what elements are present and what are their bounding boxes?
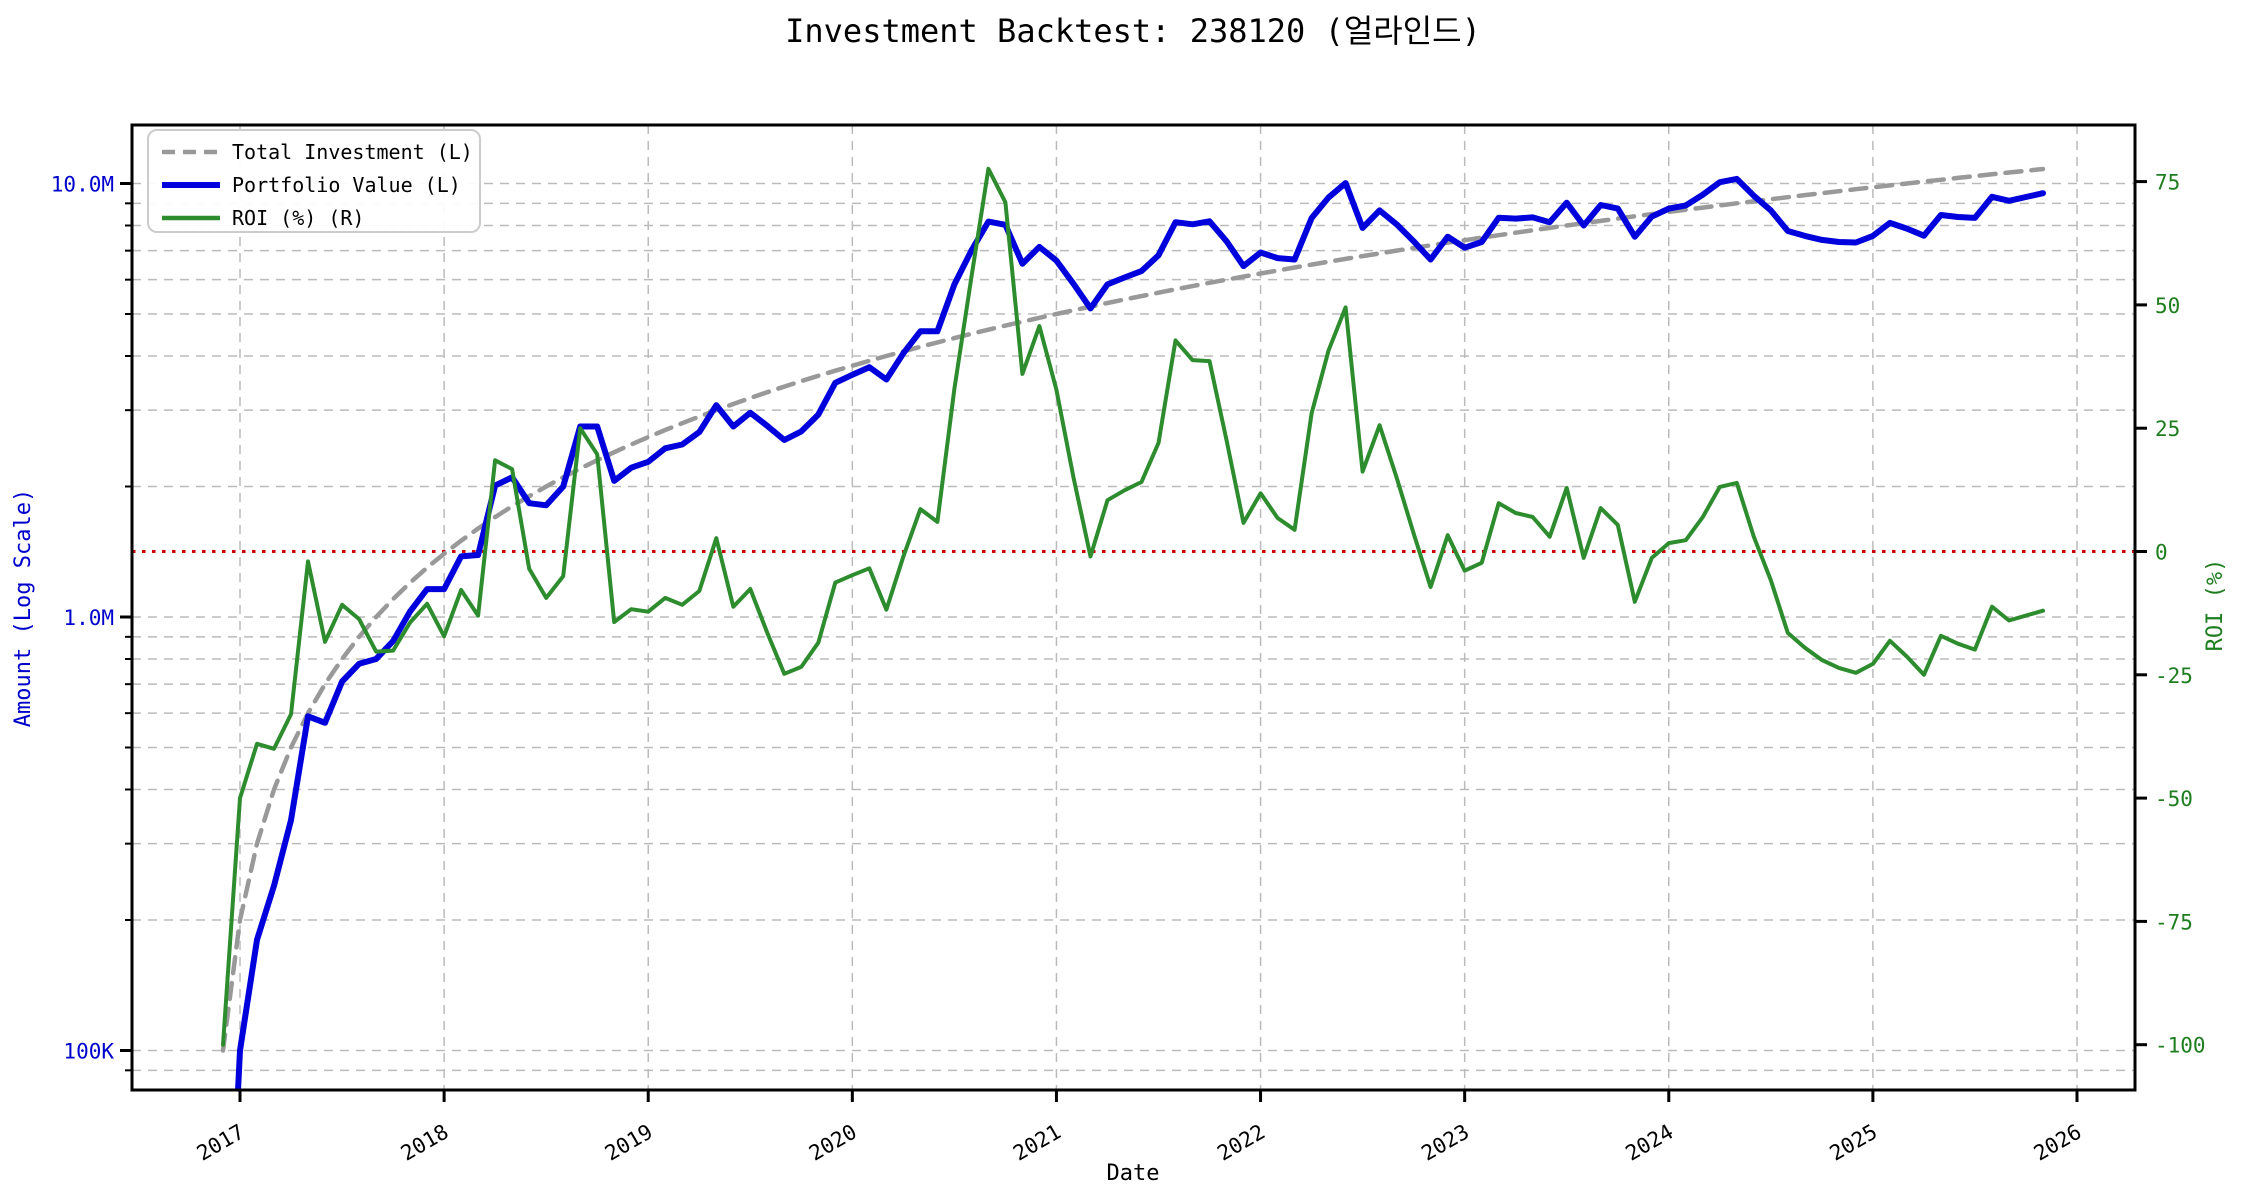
x-tick-label-2024: 2024 bbox=[1621, 1120, 1677, 1166]
x-tick-label-2019: 2019 bbox=[601, 1120, 657, 1166]
x-tick-label-2022: 2022 bbox=[1213, 1120, 1269, 1166]
x-tick-label-2017: 2017 bbox=[193, 1120, 249, 1166]
x-tick-label-2025: 2025 bbox=[1826, 1120, 1882, 1166]
y-right-tick-label--50: -50 bbox=[2155, 787, 2193, 811]
y-right-tick-label--100: -100 bbox=[2155, 1034, 2206, 1058]
portfolio-value-line bbox=[235, 175, 2046, 1090]
data-series bbox=[220, 166, 2046, 1090]
x-tick-label-2023: 2023 bbox=[1417, 1120, 1473, 1166]
x-tick-label-2018: 2018 bbox=[397, 1120, 453, 1166]
x-tick-label-2021: 2021 bbox=[1009, 1120, 1065, 1166]
y-right-tick-label-0: 0 bbox=[2155, 541, 2168, 565]
legend-label-total-investment: Total Investment (L) bbox=[232, 140, 473, 164]
plot-border bbox=[130, 123, 2137, 1092]
total-investment-line bbox=[220, 166, 2046, 1053]
roi-line bbox=[221, 166, 2045, 1047]
axis-ticks: 2017 2018 2019 2020 2021 2022 2023 2024 2025 2026… bbox=[51, 171, 2206, 1166]
y-right-tick-label--75: -75 bbox=[2155, 910, 2193, 934]
x-tick-label-2020: 2020 bbox=[805, 1120, 861, 1166]
y-left-tick-label-100K: 100K bbox=[63, 1040, 114, 1064]
legend-label-roi: ROI (%) (R) bbox=[232, 206, 364, 230]
chart-title: Investment Backtest: 238120 (얼라인드) bbox=[785, 12, 1481, 50]
legend-label-portfolio-value: Portfolio Value (L) bbox=[232, 173, 461, 197]
y-right-tick-label-50: 50 bbox=[2155, 294, 2180, 318]
y-right-tick-label--25: -25 bbox=[2155, 664, 2193, 688]
left-axis-title: Amount (Log Scale) bbox=[11, 489, 36, 727]
legend-box bbox=[147, 129, 481, 233]
legend: Total Investment (L) Portfolio Value (L)… bbox=[147, 129, 481, 233]
y-right-tick-label-25: 25 bbox=[2155, 417, 2180, 441]
gridlines bbox=[132, 125, 2135, 1090]
y-left-tick-label-1.0M: 1.0M bbox=[63, 606, 114, 630]
x-tick-label-2026: 2026 bbox=[2030, 1120, 2086, 1166]
y-right-tick-label-75: 75 bbox=[2155, 171, 2180, 195]
y-left-tick-label-10.0M: 10.0M bbox=[51, 173, 114, 197]
x-axis-title: Date bbox=[1107, 1161, 1160, 1186]
right-axis-title: ROI (%) bbox=[2203, 559, 2228, 652]
